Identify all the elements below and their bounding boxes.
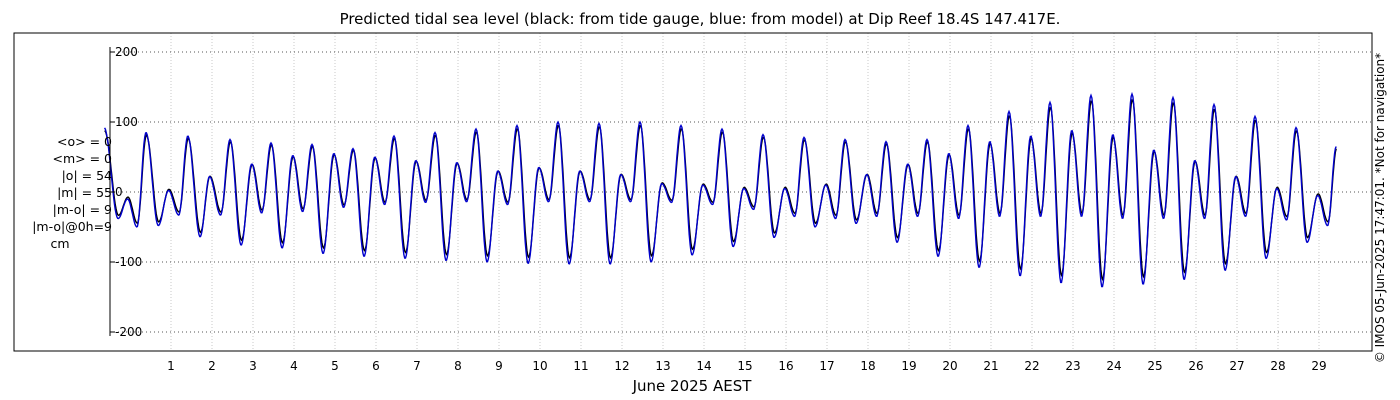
series-layer	[103, 91, 1337, 288]
x-tick-label: 22	[1024, 359, 1039, 373]
x-axis-label: June 2025 AEST	[632, 377, 753, 395]
x-tick-label: 21	[983, 359, 998, 373]
x-tick-label: 29	[1311, 359, 1326, 373]
x-tick-label: 17	[819, 359, 834, 373]
x-tick-label: 23	[1065, 359, 1080, 373]
axis-layer: 1 2 3 4 5 6 7 8 9 10 11 12 13 14 15 16 17 18 19 20 21 22 23 24 2…	[13, 32, 1373, 395]
x-tick-label: 9	[495, 359, 503, 373]
grid-layer	[110, 33, 1372, 351]
x-tick-label: 1	[167, 359, 175, 373]
x-tick-label: 4	[290, 359, 298, 373]
x-tick-label: 11	[573, 359, 588, 373]
x-tick-label: 20	[942, 359, 957, 373]
stat-abs-diff-0h: |m-o|@0h=9	[32, 219, 112, 234]
x-tick-label: 7	[413, 359, 421, 373]
y-tick-label: 100	[115, 115, 138, 129]
x-tick-label: 8	[454, 359, 462, 373]
y-tick-label: 0	[115, 185, 123, 199]
x-tick-label: 3	[249, 359, 257, 373]
x-tick-label: 2	[208, 359, 216, 373]
x-tick-label: 27	[1229, 359, 1244, 373]
x-tick-label: 10	[532, 359, 547, 373]
y-tick-label: -100	[115, 255, 142, 269]
stat-abs-diff: |m-o| = 9	[52, 202, 112, 217]
x-tick-label: 13	[655, 359, 670, 373]
stat-unit: cm	[50, 236, 70, 251]
plot-frame	[13, 32, 1373, 352]
stat-abs-model: |m| = 55	[57, 185, 112, 200]
x-tick-label: 26	[1188, 359, 1203, 373]
series-line-tide-gauge	[104, 99, 1337, 282]
x-tick-label: 24	[1106, 359, 1121, 373]
series-line-model	[103, 91, 1337, 288]
y-tick-label: -200	[115, 325, 142, 339]
stat-mean-model: <m> = 0	[52, 151, 113, 166]
x-tick-label: 25	[1147, 359, 1162, 373]
x-tick-label: 19	[901, 359, 916, 373]
x-tick-label: 15	[737, 359, 752, 373]
x-tick-label: 14	[696, 359, 711, 373]
x-tick-label: 6	[372, 359, 380, 373]
x-tick-label: 5	[331, 359, 339, 373]
x-tick-label: 16	[778, 359, 793, 373]
x-tick-label: 28	[1270, 359, 1285, 373]
stat-mean-observed: <o> = 0	[57, 134, 112, 149]
chart-title: Predicted tidal sea level (black: from t…	[339, 10, 1061, 28]
x-tick-label: 18	[860, 359, 875, 373]
copyright-credit: © IMOS 05-Jun-2025 17:47:01. *Not for na…	[1373, 52, 1387, 364]
statistics-panel: <o> = 0 <m> = 0 |o| = 54 |m| = 55 |m-o| …	[22, 133, 112, 252]
y-tick-label: 200	[115, 45, 138, 59]
x-tick-label: 12	[614, 359, 629, 373]
stat-abs-observed: |o| = 54	[61, 168, 112, 183]
